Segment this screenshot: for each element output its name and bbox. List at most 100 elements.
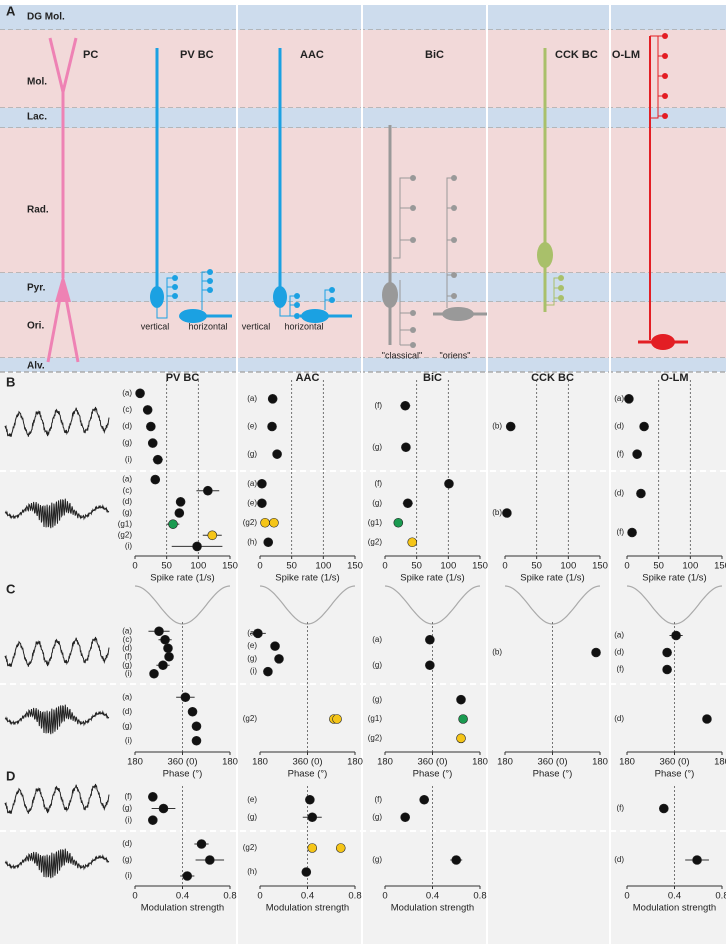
y-category-label: (e)	[247, 422, 257, 431]
y-category-label: (a)	[614, 631, 624, 640]
y-category-label: (g)	[372, 855, 382, 864]
x-tick-label: 50	[161, 561, 172, 572]
data-point	[301, 867, 312, 877]
y-category-label: (g)	[372, 695, 382, 704]
data-point	[192, 541, 202, 552]
x-tick-label: 0.8	[348, 891, 361, 902]
data-point	[175, 497, 186, 507]
data-point	[502, 508, 512, 518]
cell-sublabel: horizontal	[188, 321, 227, 331]
x-tick-label: 150	[222, 561, 238, 572]
x-tick-label: 360 (0)	[659, 757, 689, 768]
cell-label: CCK BC	[555, 49, 598, 61]
cell-label: PV BC	[180, 49, 214, 61]
bouton	[207, 269, 213, 275]
y-category-label: (d)	[614, 714, 624, 723]
cell-sublabel: vertical	[242, 321, 271, 331]
data-point	[191, 735, 202, 746]
data-point	[158, 803, 169, 814]
data-point	[307, 843, 318, 853]
x-tick-label: 180	[222, 757, 238, 768]
x-tick-label: 150	[472, 561, 488, 572]
y-category-label: (d)	[122, 643, 132, 652]
bouton	[410, 175, 416, 181]
data-point	[270, 641, 280, 651]
layer-label: Rad.	[27, 205, 49, 216]
y-category-label: (g)	[247, 812, 257, 821]
data-point	[182, 871, 193, 881]
bouton	[329, 297, 335, 303]
data-point	[142, 405, 153, 415]
y-category-label: (d)	[122, 422, 132, 431]
panel-label: B	[6, 374, 15, 389]
o-lm-neuron	[638, 33, 688, 350]
x-axis-label: Phase (°)	[533, 769, 573, 780]
bouton	[410, 342, 416, 348]
data-point	[196, 839, 207, 849]
x-tick-label: 180	[127, 757, 143, 768]
cell-sublabel: "classical"	[382, 350, 422, 360]
y-category-label: (a)	[614, 394, 624, 403]
x-tick-label: 180	[497, 757, 513, 768]
y-category-label: (c)	[123, 486, 133, 495]
y-category-label: (h)	[247, 867, 257, 876]
x-tick-label: 0	[257, 891, 262, 902]
marks: DG Mol.Mol.Lac.Rad.Pyr.Ori.Alv.PC PV BC AA…	[6, 3, 726, 913]
layer-label: Pyr.	[27, 283, 46, 294]
y-category-label: (g2)	[118, 530, 133, 539]
data-point	[164, 651, 174, 662]
data-point	[135, 388, 145, 399]
pv-bc-neurons	[150, 48, 232, 323]
x-axis-label: Modulation strength	[633, 903, 716, 914]
layer-label: Ori.	[27, 321, 44, 332]
data-point	[148, 815, 158, 825]
x-tick-label: 50	[531, 561, 542, 572]
lfp-trace	[4, 848, 110, 879]
x-tick-label: 180	[714, 757, 726, 768]
x-tick-label: 0	[624, 561, 629, 572]
bouton	[410, 327, 416, 333]
x-tick-label: 0	[132, 561, 137, 572]
bouton	[662, 113, 668, 119]
x-tick-label: 0	[624, 891, 629, 902]
soma	[382, 282, 398, 308]
data-point	[207, 530, 218, 541]
x-tick-label: 100	[190, 561, 206, 572]
bouton	[329, 287, 335, 293]
cell-sublabel: horizontal	[284, 321, 323, 331]
data-point	[205, 855, 215, 865]
data-point	[393, 517, 404, 528]
y-category-label: (g)	[122, 660, 132, 669]
chart-title: AAC	[296, 372, 320, 384]
x-tick-label: 0.4	[301, 891, 314, 902]
bouton	[207, 287, 213, 293]
x-tick-label: 50	[411, 561, 422, 572]
y-category-label: (c)	[123, 635, 133, 644]
y-category-label: (g2)	[368, 733, 383, 742]
data-point	[305, 794, 315, 805]
y-category-label: (i)	[125, 669, 132, 678]
y-category-label: (a)	[372, 635, 382, 644]
x-axis-label: Phase (°)	[288, 769, 328, 780]
data-point	[146, 421, 156, 432]
soma	[537, 242, 553, 268]
data-point	[456, 694, 466, 705]
panel-label: A	[6, 3, 16, 18]
data-point	[335, 843, 346, 853]
data-point	[163, 643, 173, 654]
x-tick-label: 0	[257, 561, 262, 572]
data-point	[591, 647, 601, 658]
y-category-label: (g)	[372, 660, 382, 669]
y-category-label: (f)	[616, 528, 624, 537]
data-point	[400, 812, 410, 823]
data-point	[150, 474, 161, 485]
bouton	[410, 237, 416, 243]
x-tick-label: 180	[592, 757, 608, 768]
x-tick-label: 0	[382, 891, 387, 902]
x-tick-label: 360 (0)	[292, 757, 322, 768]
data-point	[147, 438, 158, 448]
cell-sublabel: vertical	[141, 321, 170, 331]
data-point	[662, 647, 672, 658]
data-point	[639, 421, 649, 432]
